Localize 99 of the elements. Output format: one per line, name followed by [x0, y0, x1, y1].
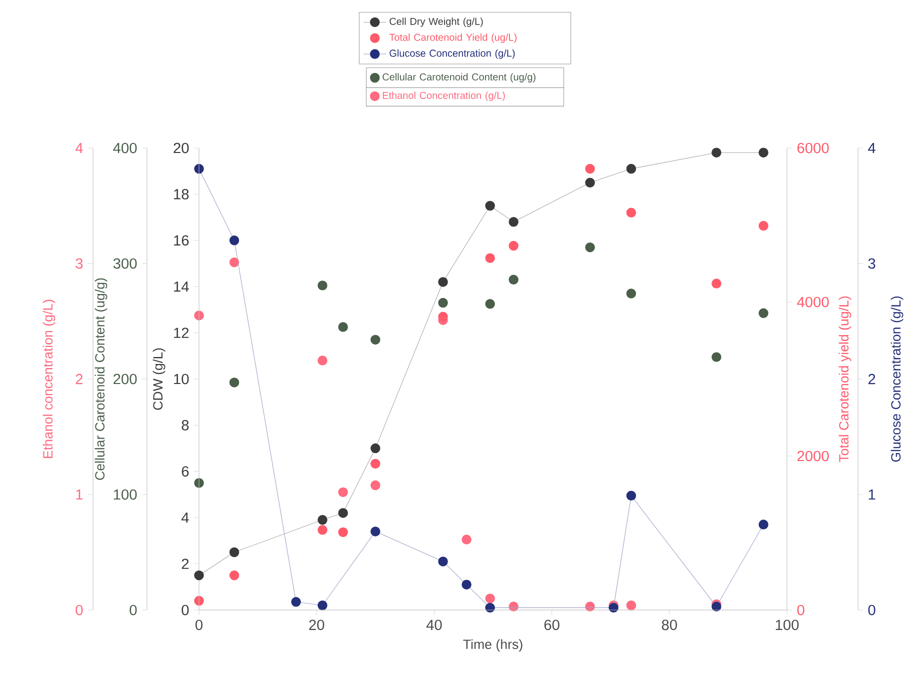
y-tick-label: 16: [174, 235, 189, 246]
point: [338, 527, 348, 538]
point: [229, 378, 240, 388]
y-tick-label: 0: [76, 604, 83, 616]
y-tick-label: 300: [113, 258, 137, 269]
point: [438, 556, 448, 566]
legend-label: Cellular Carotenoid Content (ug/g): [382, 73, 536, 82]
y-tick-label: 4: [75, 142, 83, 154]
point: [585, 178, 595, 188]
legend-label: Total Carotenoid Yield (ug/L): [389, 34, 517, 43]
point: [318, 525, 328, 535]
y2-tick-label: 0: [797, 604, 804, 616]
point: [626, 490, 636, 501]
point: [438, 312, 448, 322]
point: [318, 600, 328, 610]
point: [758, 148, 768, 158]
y-tick-label: 0: [182, 604, 189, 616]
point: [712, 602, 722, 612]
y-axis-title: Cellular Carotenoid Content (ug/g): [94, 278, 108, 480]
point: [291, 597, 301, 607]
point: [712, 352, 722, 362]
point: [585, 164, 595, 174]
point: [370, 480, 380, 490]
point: [370, 443, 380, 454]
point: [229, 236, 240, 246]
y3-tick-label: 4: [868, 142, 876, 154]
y-tick-label: 100: [114, 489, 137, 500]
legend-label: Cell Dry Weight (g/L): [390, 18, 483, 27]
point: [338, 487, 348, 498]
y-tick-label: 200: [114, 374, 137, 384]
point: [626, 600, 636, 610]
y-tick-label: 400: [113, 142, 137, 154]
point: [370, 458, 380, 469]
point: [462, 580, 472, 590]
point: [508, 274, 518, 285]
point: [194, 570, 204, 580]
y-tick-label: 4: [181, 512, 189, 523]
point: [485, 253, 495, 263]
y2-axis-title: Total Carotenoid yield (ug/L): [838, 296, 852, 462]
y2-tick-label: 4000: [797, 296, 829, 308]
x-axis-title: Time (hrs): [463, 639, 522, 652]
point: [485, 594, 495, 604]
point: [318, 356, 328, 366]
y-tick-label: 12: [174, 328, 189, 338]
y3-tick-label: 2: [868, 374, 876, 384]
y-tick-label: 18: [174, 189, 189, 200]
point: [229, 570, 240, 580]
x-tick-label: 80: [662, 620, 677, 630]
y-tick-label: 8: [182, 420, 189, 430]
y2-tick-label: 6000: [797, 142, 829, 154]
point: [626, 208, 636, 218]
legend-label: Glucose Concentration (g/L): [390, 49, 515, 59]
point: [626, 288, 636, 298]
point: [318, 515, 328, 525]
point: [462, 534, 472, 544]
y3-axis-title: Glucose Concentration (g/L): [890, 296, 904, 462]
point: [508, 240, 518, 251]
point: [485, 299, 495, 309]
y-tick-label: 2: [76, 374, 83, 384]
y-axis-title: CDW (g/L): [152, 348, 166, 410]
point: [585, 242, 595, 252]
point: [758, 308, 768, 318]
point: [370, 526, 380, 536]
point: [626, 164, 636, 174]
point: [438, 277, 448, 287]
y2-tick-label: 2000: [797, 450, 829, 462]
x-tick-label: 40: [426, 620, 442, 630]
y-tick-label: 20: [174, 142, 189, 154]
point: [712, 148, 722, 158]
point: [438, 298, 448, 308]
point: [485, 602, 495, 613]
y3-tick-label: 3: [868, 258, 876, 269]
y3-tick-label: 0: [868, 604, 876, 616]
y-tick-label: 14: [174, 282, 189, 292]
legend-label: Ethanol Concentration (g/L): [382, 92, 505, 101]
x-tick-label: 100: [776, 620, 799, 630]
point: [338, 508, 348, 518]
y-tick-label: 10: [174, 374, 189, 384]
y-tick-label: 2: [182, 558, 189, 569]
point: [712, 278, 722, 288]
point: [485, 200, 495, 211]
point: [318, 280, 328, 290]
y-tick-label: 0: [130, 604, 137, 616]
y-tick-label: 1: [76, 489, 83, 500]
point: [370, 334, 380, 345]
point: [229, 547, 240, 558]
x-tick-label: 20: [309, 620, 324, 630]
y-tick-label: 6: [182, 466, 189, 477]
y-axis-title: Ethanol concentration (g/L): [42, 300, 56, 458]
y-tick-label: 3: [76, 258, 83, 269]
y3-tick-label: 1: [868, 489, 876, 500]
point: [758, 220, 768, 231]
x-tick-label: 60: [544, 620, 560, 630]
point: [508, 217, 518, 227]
point: [608, 602, 618, 613]
x-tick-label: 0: [195, 620, 202, 630]
point: [229, 257, 240, 268]
point: [758, 520, 768, 530]
point: [338, 322, 348, 332]
